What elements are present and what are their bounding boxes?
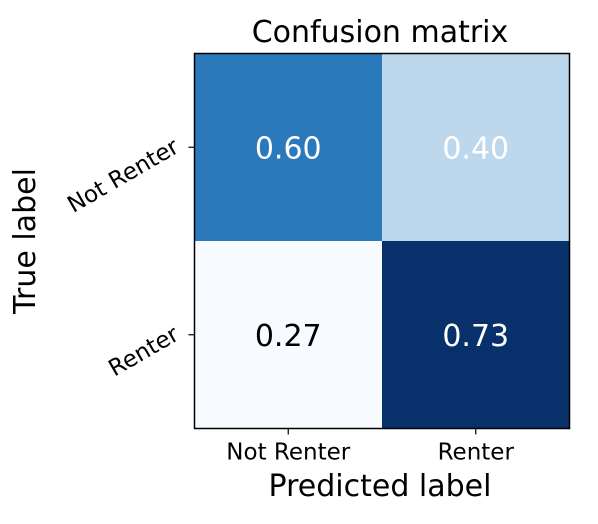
y-tick-label-1: Renter [104,321,184,382]
y-tick-label-0: Not Renter [63,134,184,219]
x-axis-label: Predicted label [269,469,492,504]
heatmap-cells [194,53,570,429]
heatmap-cell-r0-c1 [382,53,570,242]
heatmap-cell-r0-c0 [194,53,383,242]
chart-title: Confusion matrix [252,15,509,50]
heatmap-cell-r1-c1 [382,241,570,429]
cell-value-r1-c0: 0.27 [255,319,322,354]
cell-value-labels: 0.60 0.40 0.27 0.73 [255,131,509,354]
x-tick-label-0: Not Renter [226,440,350,466]
heatmap-cell-r1-c0 [194,241,383,429]
cell-value-r1-c1: 0.73 [442,319,509,354]
y-axis-label: True label [8,168,43,315]
plot-frame [193,52,571,430]
cell-value-r0-c0: 0.60 [255,131,322,166]
y-axis-ticks: Not Renter Renter [63,134,195,382]
x-tick-label-1: Renter [438,440,515,466]
cell-value-r0-c1: 0.40 [442,131,509,166]
x-axis-ticks: Not Renter Renter [226,428,515,466]
